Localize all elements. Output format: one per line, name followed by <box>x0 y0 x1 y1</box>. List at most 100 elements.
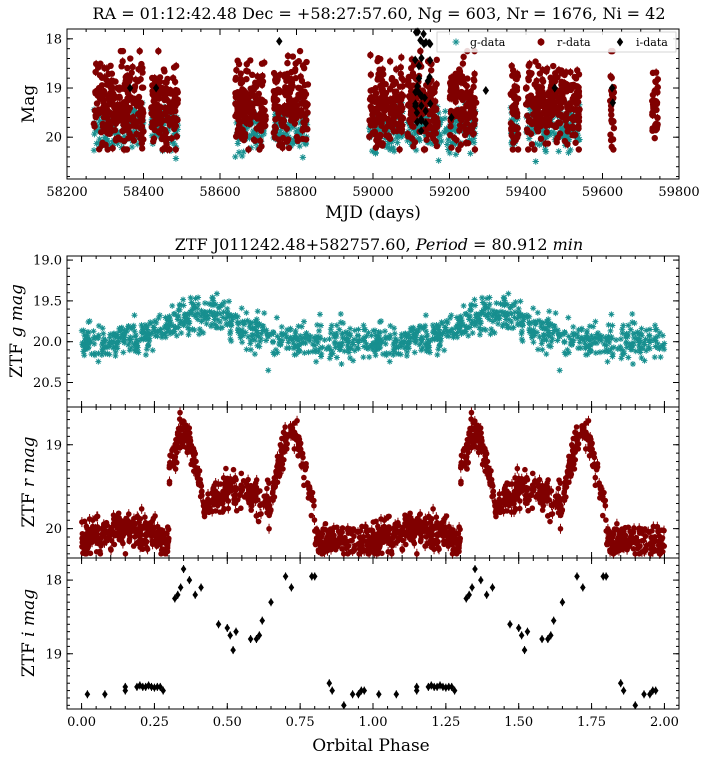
g-point <box>629 319 636 326</box>
g-point <box>465 313 472 320</box>
g-point <box>311 342 318 349</box>
g-point <box>654 333 661 340</box>
g-point <box>238 123 246 130</box>
r-point <box>608 90 616 98</box>
g-point <box>128 325 135 332</box>
g-point <box>252 318 259 325</box>
r-point <box>469 130 477 138</box>
r-point <box>575 108 582 115</box>
r-point <box>513 84 521 91</box>
g-point <box>363 340 370 347</box>
g-point <box>605 333 612 340</box>
g-point <box>492 313 499 320</box>
g-point <box>181 314 188 321</box>
g-point <box>625 354 632 361</box>
g-point <box>586 335 593 342</box>
r-point <box>471 146 479 153</box>
legend-g-marker <box>452 38 460 46</box>
g-point <box>638 354 645 361</box>
g-point <box>132 347 139 354</box>
r-point <box>610 146 617 153</box>
g-point <box>107 331 114 338</box>
g-point <box>519 318 526 325</box>
y-tick-label: 19.5 <box>33 294 62 309</box>
r-point <box>151 77 159 84</box>
g-point <box>510 301 517 308</box>
g-point <box>628 346 635 353</box>
r-point <box>393 66 400 73</box>
r-point <box>99 95 106 102</box>
g-point <box>296 142 303 150</box>
g-point <box>391 325 398 332</box>
r-point <box>148 104 155 112</box>
g-point <box>172 155 180 162</box>
g-point <box>191 311 198 318</box>
g-point <box>412 337 419 344</box>
g-point <box>631 339 638 346</box>
g-point <box>249 325 256 332</box>
r-point <box>607 137 615 144</box>
g-point <box>355 326 362 333</box>
g-point <box>564 346 571 353</box>
g-point <box>411 349 418 356</box>
r-point <box>300 110 307 118</box>
g-point <box>502 309 509 316</box>
g-point <box>538 340 545 347</box>
r-point <box>610 124 618 132</box>
g-point <box>511 309 518 316</box>
g-point <box>568 341 575 348</box>
r-point <box>257 110 265 117</box>
g-point <box>596 349 603 356</box>
r-point <box>151 126 159 134</box>
g-point <box>90 335 97 342</box>
r-point <box>651 134 658 142</box>
r-point <box>119 127 126 135</box>
g-point <box>585 343 592 350</box>
g-point <box>143 346 150 353</box>
g-point <box>234 140 242 147</box>
g-point <box>404 349 411 356</box>
r-point <box>164 104 171 112</box>
g-point <box>489 328 496 335</box>
g-point <box>416 325 423 332</box>
g-point <box>128 143 136 151</box>
g-point <box>466 131 473 139</box>
r-point <box>460 53 467 61</box>
mjd-ticks: 58200 58400 58600 58800 59000 59200 59400 59600… <box>45 29 700 200</box>
g-point <box>329 350 336 357</box>
g-point <box>514 315 521 322</box>
i-point <box>414 27 422 37</box>
r-point <box>452 98 459 105</box>
g-point <box>482 311 489 318</box>
g-point <box>576 339 583 346</box>
g-point <box>164 324 171 331</box>
g-point <box>477 318 484 325</box>
r-point <box>429 132 436 140</box>
r-point <box>453 77 460 84</box>
g-point <box>608 345 615 352</box>
g-point <box>623 330 630 337</box>
mjd-data <box>90 27 662 165</box>
r-point <box>432 138 439 145</box>
g-point <box>100 335 107 342</box>
g-point <box>157 326 164 333</box>
g-point <box>511 116 519 123</box>
g-point <box>278 323 285 330</box>
g-point <box>126 120 134 127</box>
r-point <box>398 128 405 135</box>
g-point <box>197 313 204 320</box>
r-point <box>397 114 405 122</box>
g-point <box>408 327 415 334</box>
g-point <box>86 336 93 343</box>
g-point <box>264 331 271 338</box>
g-point <box>227 328 234 335</box>
g-point <box>341 348 348 355</box>
r-point <box>92 114 100 121</box>
g-point <box>485 305 492 312</box>
r-point <box>138 506 145 512</box>
g-point <box>171 142 179 149</box>
g-point <box>539 337 546 344</box>
r-point <box>522 84 530 91</box>
g-point <box>378 318 385 325</box>
